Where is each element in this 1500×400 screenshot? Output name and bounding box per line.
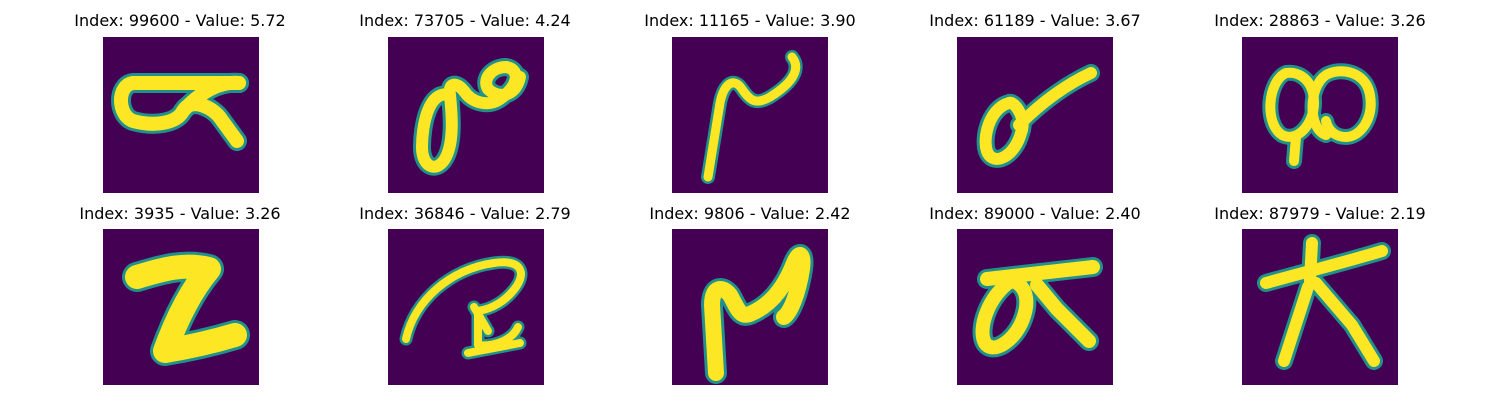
panel-title-5: Index: 28863 - Value: 3.26 xyxy=(1214,11,1426,30)
panel-title-4: Index: 61189 - Value: 3.67 xyxy=(929,11,1141,30)
panel-title-7: Index: 36846 - Value: 2.79 xyxy=(359,204,571,223)
glyph-image-8 xyxy=(672,229,828,385)
glyph-image-9 xyxy=(957,229,1113,385)
panel-title-10: Index: 87979 - Value: 2.19 xyxy=(1214,204,1426,223)
glyph-image-7 xyxy=(388,229,544,385)
glyph-image-6 xyxy=(103,229,259,385)
panel-title-3: Index: 11165 - Value: 3.90 xyxy=(644,11,856,30)
glyph-image-1 xyxy=(103,37,259,193)
panel-title-6: Index: 3935 - Value: 3.26 xyxy=(79,204,281,223)
glyph-image-2 xyxy=(388,37,544,193)
panel-title-2: Index: 73705 - Value: 4.24 xyxy=(359,11,571,30)
panel-title-9: Index: 89000 - Value: 2.40 xyxy=(929,204,1141,223)
glyph-image-3 xyxy=(672,37,828,193)
glyph-image-5 xyxy=(1242,37,1398,193)
panel-title-1: Index: 99600 - Value: 5.72 xyxy=(74,11,286,30)
glyph-image-10 xyxy=(1242,229,1398,385)
glyph-image-4 xyxy=(957,37,1113,193)
panel-title-8: Index: 9806 - Value: 2.42 xyxy=(649,204,851,223)
